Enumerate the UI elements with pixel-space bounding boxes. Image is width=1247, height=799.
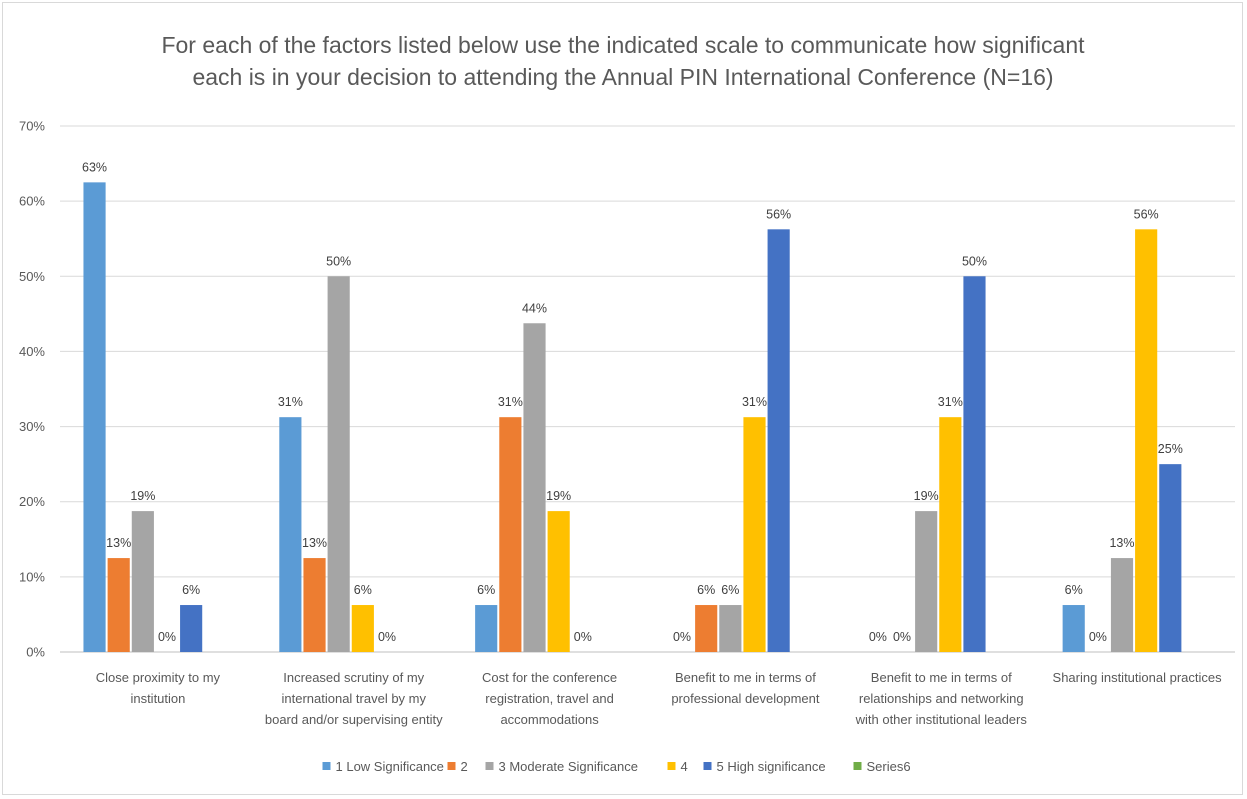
data-label: 25% bbox=[1158, 442, 1183, 456]
bar bbox=[695, 605, 718, 652]
bar bbox=[719, 605, 742, 652]
legend-swatch bbox=[485, 762, 494, 770]
category-label: board and/or supervising entity bbox=[265, 712, 443, 727]
legend-label: 1 Low Significance bbox=[336, 759, 444, 774]
data-label: 13% bbox=[302, 536, 327, 550]
data-label: 6% bbox=[182, 583, 200, 597]
bar bbox=[303, 558, 326, 652]
chart-title: For each of the factors listed below use… bbox=[161, 32, 1085, 90]
data-label: 6% bbox=[354, 583, 372, 597]
data-label: 19% bbox=[914, 489, 939, 503]
bar bbox=[475, 605, 498, 652]
y-tick-label: 30% bbox=[19, 419, 45, 434]
y-tick-label: 40% bbox=[19, 344, 45, 359]
data-label: 0% bbox=[869, 630, 887, 644]
y-tick-label: 10% bbox=[19, 569, 45, 584]
data-label: 6% bbox=[697, 583, 715, 597]
data-label: 56% bbox=[766, 207, 791, 221]
data-label: 6% bbox=[1065, 583, 1083, 597]
bar bbox=[1135, 229, 1158, 653]
bar bbox=[279, 417, 302, 652]
data-label: 31% bbox=[278, 395, 303, 409]
data-label: 31% bbox=[498, 395, 523, 409]
data-label: 0% bbox=[158, 630, 176, 644]
legend-label: 3 Moderate Significance bbox=[499, 759, 638, 774]
legend-swatch bbox=[853, 762, 862, 770]
bar bbox=[767, 229, 790, 653]
bar bbox=[327, 276, 350, 652]
bar bbox=[743, 417, 766, 652]
data-label: 56% bbox=[1134, 207, 1159, 221]
bar bbox=[963, 276, 986, 652]
bar bbox=[939, 417, 962, 652]
category-label: institution bbox=[130, 691, 185, 706]
bars bbox=[83, 182, 1182, 653]
bar bbox=[351, 605, 374, 652]
legend-label: 4 bbox=[681, 759, 688, 774]
category-label: relationships and networking bbox=[859, 691, 1024, 706]
data-label: 0% bbox=[1089, 630, 1107, 644]
y-tick-label: 0% bbox=[26, 645, 45, 660]
legend-label: 5 High significance bbox=[717, 759, 826, 774]
bar bbox=[523, 323, 546, 652]
category-label: accommodations bbox=[500, 712, 599, 727]
bar bbox=[1159, 464, 1182, 652]
data-label: 31% bbox=[742, 395, 767, 409]
bar bbox=[1110, 558, 1134, 652]
category-label: Increased scrutiny of my bbox=[283, 670, 424, 685]
data-label: 6% bbox=[721, 583, 739, 597]
data-label: 0% bbox=[893, 630, 911, 644]
category-label: Close proximity to my bbox=[96, 670, 221, 685]
category-label: Cost for the conference bbox=[482, 670, 617, 685]
data-label: 19% bbox=[546, 489, 571, 503]
x-axis-categories: Close proximity to my institution Increase… bbox=[96, 670, 1222, 727]
data-label: 6% bbox=[477, 583, 495, 597]
data-label: 50% bbox=[962, 254, 987, 268]
legend-swatch bbox=[322, 762, 331, 770]
legend-swatch bbox=[703, 762, 712, 770]
data-label: 50% bbox=[326, 254, 351, 268]
legend: 1 Low Significance 2 3 Moderate Significan… bbox=[322, 759, 911, 774]
category-label: professional development bbox=[671, 691, 820, 706]
legend-label: 2 bbox=[461, 759, 468, 774]
data-label: 13% bbox=[106, 536, 131, 550]
category-label: with other institutional leaders bbox=[855, 712, 1028, 727]
bar bbox=[547, 511, 570, 652]
category-label: international travel by my bbox=[281, 691, 426, 706]
data-label: 0% bbox=[673, 630, 691, 644]
y-axis-ticks: 0% 10% 20% 30% 40% 50% 60% 70% bbox=[19, 119, 45, 660]
y-tick-label: 50% bbox=[19, 269, 45, 284]
bar bbox=[1062, 605, 1085, 652]
gridlines bbox=[60, 125, 1235, 653]
chart-title-line-2: each is in your decision to attending th… bbox=[192, 64, 1053, 90]
data-label: 19% bbox=[130, 489, 155, 503]
category-label: Sharing institutional practices bbox=[1053, 670, 1223, 685]
data-label: 0% bbox=[378, 630, 396, 644]
data-label: 44% bbox=[522, 301, 547, 315]
data-label: 63% bbox=[82, 160, 107, 174]
legend-swatch bbox=[447, 762, 456, 770]
category-label: registration, travel and bbox=[485, 691, 614, 706]
data-label: 13% bbox=[1109, 536, 1134, 550]
y-tick-label: 60% bbox=[19, 194, 45, 209]
bar bbox=[131, 511, 154, 652]
bar bbox=[499, 417, 522, 652]
y-tick-label: 70% bbox=[19, 119, 45, 134]
y-tick-label: 20% bbox=[19, 494, 45, 509]
bar bbox=[83, 182, 106, 652]
bar-chart: For each of the factors listed below use… bbox=[19, 32, 1235, 774]
data-label: 31% bbox=[938, 395, 963, 409]
legend-label: Series6 bbox=[867, 759, 911, 774]
bar bbox=[180, 605, 203, 652]
category-label: Benefit to me in terms of bbox=[675, 670, 816, 685]
bar bbox=[107, 558, 130, 652]
data-label: 0% bbox=[574, 630, 592, 644]
legend-swatch bbox=[667, 762, 676, 770]
category-label: Benefit to me in terms of bbox=[871, 670, 1012, 685]
bar bbox=[915, 511, 938, 652]
chart-title-line-1: For each of the factors listed below use… bbox=[161, 32, 1085, 58]
data-labels: 63% 13% 19% 0% 6% 31% 13% 50% 6% 0% 6% 31% 44% 19% 0% 0… bbox=[82, 160, 1183, 644]
